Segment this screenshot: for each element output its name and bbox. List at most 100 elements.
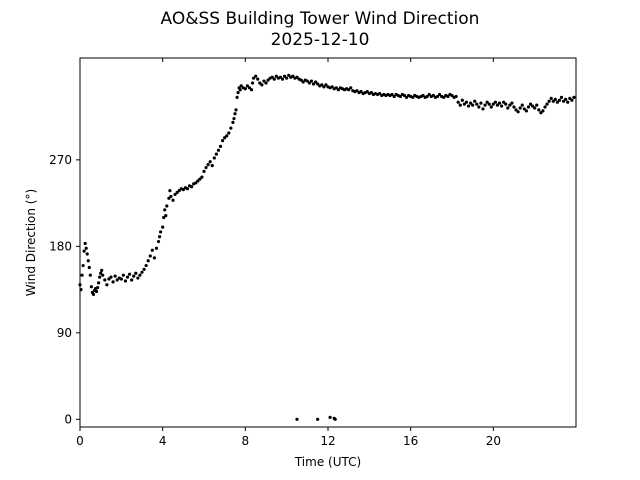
data-point [107, 277, 111, 281]
data-point [458, 103, 462, 107]
data-point [84, 246, 88, 250]
data-point [485, 100, 489, 104]
data-point [204, 165, 208, 170]
data-point [427, 92, 431, 97]
data-point [234, 108, 238, 112]
data-point [559, 95, 564, 99]
data-point [320, 83, 324, 87]
data-point [272, 77, 276, 81]
data-point [229, 126, 233, 130]
data-point [121, 273, 125, 277]
data-point [541, 109, 545, 113]
data-point [80, 273, 84, 277]
data-point [262, 79, 266, 83]
data-point [421, 93, 425, 98]
data-point [134, 271, 138, 275]
data-point [210, 164, 214, 168]
data-point [231, 120, 235, 124]
data-point [175, 190, 179, 195]
data-point [324, 83, 328, 87]
data-point [390, 92, 394, 97]
data-point [154, 246, 159, 250]
data-point [365, 90, 369, 94]
data-point [508, 103, 512, 107]
data-point [378, 91, 382, 96]
data-point [264, 81, 268, 85]
data-point [545, 102, 549, 106]
data-point [301, 80, 305, 84]
data-point [91, 292, 96, 296]
data-point [146, 259, 150, 263]
data-point [181, 188, 185, 192]
data-point [239, 84, 243, 88]
x-axis-ticks: 0 4 8 12 16 20 [76, 58, 501, 448]
data-point [115, 278, 119, 282]
data-point [163, 208, 167, 212]
data-point [398, 94, 402, 99]
x-tick-label: 8 [242, 434, 250, 448]
data-point [165, 204, 169, 208]
data-point [148, 254, 152, 258]
data-point [98, 275, 102, 279]
data-point [512, 105, 516, 109]
data-point [504, 102, 508, 106]
data-point [274, 74, 278, 78]
data-point [425, 94, 429, 99]
data-point [194, 181, 198, 185]
data-point [156, 239, 161, 244]
data-point [454, 94, 458, 99]
data-point [553, 97, 557, 101]
data-point [299, 78, 303, 82]
data-point [404, 95, 409, 99]
data-point [111, 280, 115, 284]
data-point [162, 215, 166, 220]
data-point [475, 102, 479, 106]
data-point [537, 108, 541, 112]
data-point [435, 94, 440, 99]
data-point [254, 74, 258, 78]
data-point [479, 101, 483, 105]
x-axis-label: Time (UTC) [294, 455, 361, 469]
data-point [198, 177, 202, 181]
data-point [171, 198, 175, 202]
data-point [88, 273, 92, 277]
data-point [295, 75, 299, 79]
data-point [225, 134, 229, 138]
data-point [185, 187, 190, 191]
data-point [506, 106, 510, 110]
x-tick-label: 12 [320, 434, 335, 448]
data-point [216, 148, 221, 152]
data-point [481, 107, 485, 111]
data-point [572, 95, 576, 99]
data-point [305, 79, 309, 83]
data-point [566, 100, 570, 104]
data-point [469, 101, 473, 105]
data-point [235, 95, 239, 99]
data-point [157, 235, 162, 239]
data-point [103, 278, 107, 282]
x-tick-label: 20 [486, 434, 501, 448]
data-point [101, 273, 105, 277]
data-point [97, 281, 101, 285]
data-point [125, 275, 130, 279]
data-point [283, 74, 287, 78]
data-point [489, 105, 493, 109]
data-point [549, 96, 553, 100]
data-point [307, 81, 311, 85]
data-point [491, 102, 495, 106]
plot-frame [79, 57, 577, 428]
data-point [531, 104, 535, 108]
data-point [564, 97, 568, 101]
data-point [95, 286, 100, 290]
data-point [132, 274, 136, 278]
data-point [278, 75, 283, 79]
data-point [105, 283, 109, 287]
data-point [266, 78, 270, 82]
data-point [309, 79, 314, 83]
data-point [477, 105, 481, 109]
data-point [502, 100, 506, 104]
data-point [99, 271, 103, 275]
data-point [473, 99, 477, 103]
data-point [159, 230, 163, 234]
data-point [270, 75, 274, 79]
